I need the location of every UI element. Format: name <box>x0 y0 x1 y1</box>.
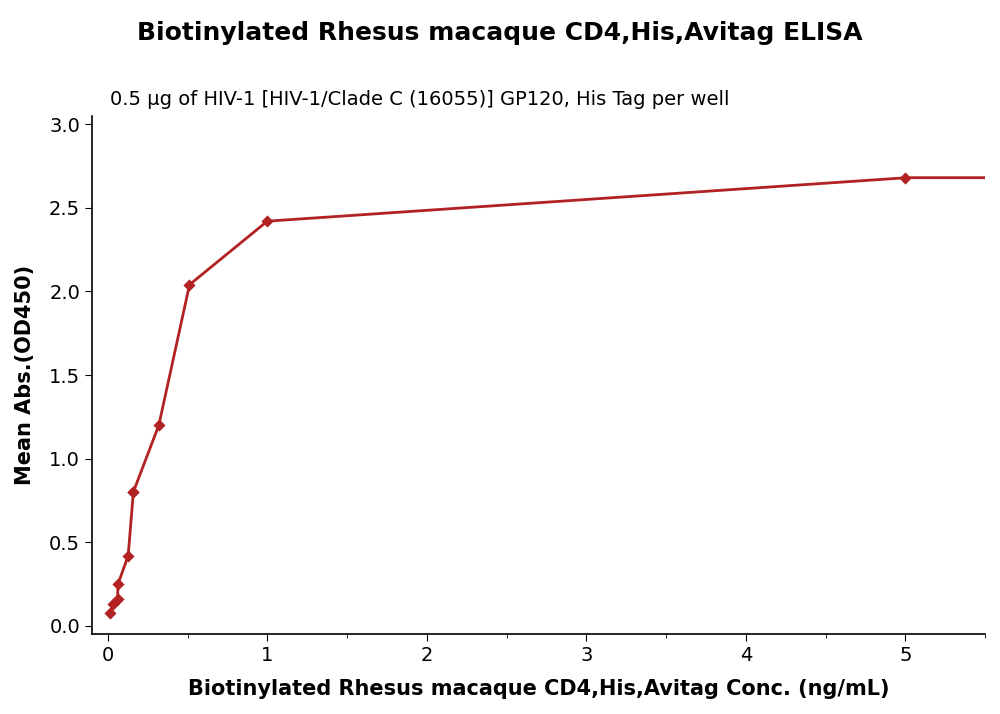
Point <box>110 578 126 590</box>
Point <box>125 486 141 498</box>
Text: 0.5 μg of HIV-1 [HIV-1/Clade C (16055)] GP120, His Tag per well: 0.5 μg of HIV-1 [HIV-1/Clade C (16055)] … <box>110 90 729 109</box>
Point <box>151 420 167 431</box>
Point <box>105 598 121 610</box>
Y-axis label: Mean Abs.(OD450): Mean Abs.(OD450) <box>15 265 35 485</box>
X-axis label: Biotinylated Rhesus macaque CD4,His,Avitag Conc. (ng/mL): Biotinylated Rhesus macaque CD4,His,Avit… <box>188 679 889 699</box>
Point <box>120 550 136 561</box>
Point <box>102 607 118 618</box>
Point <box>897 172 913 183</box>
Point <box>181 279 197 291</box>
Text: Biotinylated Rhesus macaque CD4,His,Avitag ELISA: Biotinylated Rhesus macaque CD4,His,Avit… <box>137 21 863 46</box>
Point <box>110 593 126 605</box>
Point <box>125 486 141 498</box>
Point <box>259 216 275 227</box>
